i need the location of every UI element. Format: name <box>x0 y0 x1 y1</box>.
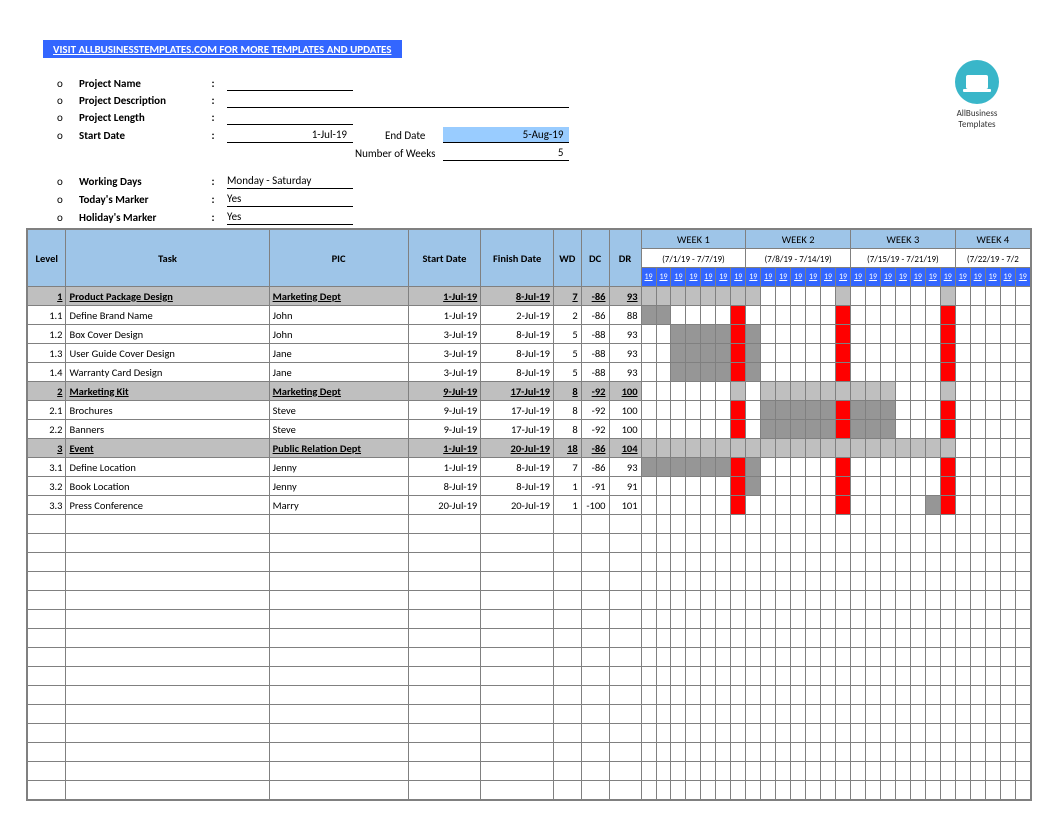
empty-row[interactable] <box>28 724 1031 743</box>
project-length-label: Project Length <box>79 110 205 125</box>
project-desc-input[interactable] <box>227 93 569 108</box>
day-header: 19 <box>836 268 851 287</box>
week-header-1: WEEK 1 <box>641 230 746 249</box>
day-header: 19 <box>731 268 746 287</box>
page: VISIT ALLBUSINESSTEMPLATES.COM FOR MORE … <box>0 0 1057 817</box>
num-weeks-value: 5 <box>443 145 569 161</box>
col-dr: DR <box>609 230 641 287</box>
gantt-grid[interactable]: LevelTaskPICStart DateFinish DateWDDCDRW… <box>26 228 1032 801</box>
day-header: 19 <box>865 268 880 287</box>
week-header-4: WEEK 4 <box>955 230 1030 249</box>
day-header: 19 <box>791 268 806 287</box>
empty-row[interactable] <box>28 553 1031 572</box>
empty-row[interactable] <box>28 610 1031 629</box>
col-level: Level <box>28 230 66 287</box>
week-header-2: WEEK 2 <box>746 230 851 249</box>
empty-row[interactable] <box>28 667 1031 686</box>
day-header: 19 <box>701 268 716 287</box>
project-name-label: Project Name <box>79 76 205 91</box>
week-range-3: (7/15/19 - 7/21/19) <box>851 249 956 268</box>
holiday-marker-label: Holiday's Marker <box>79 209 205 225</box>
start-date-input[interactable]: 1-Jul-19 <box>227 127 353 143</box>
col-dc: DC <box>581 230 609 287</box>
task-row[interactable]: 1.3User Guide Cover DesignJane3-Jul-198-… <box>28 344 1031 363</box>
day-header: 19 <box>955 268 970 287</box>
today-marker-label: Today's Marker <box>79 191 205 207</box>
empty-row[interactable] <box>28 686 1031 705</box>
logo-icon <box>955 60 999 104</box>
day-header: 19 <box>806 268 821 287</box>
day-header: 19 <box>880 268 895 287</box>
project-meta: o Project Name : o Project Description :… <box>55 74 615 227</box>
task-row[interactable]: 3.2Book LocationJenny8-Jul-198-Jul-191-9… <box>28 477 1031 496</box>
col-start: Start Date <box>408 230 481 287</box>
day-header: 19 <box>1015 268 1030 287</box>
working-days-input[interactable]: Monday - Saturday <box>227 173 353 189</box>
day-header: 19 <box>761 268 776 287</box>
task-row[interactable]: 2.1BrochuresSteve9-Jul-1917-Jul-198-9210… <box>28 401 1031 420</box>
day-header: 19 <box>940 268 955 287</box>
day-header: 19 <box>985 268 1000 287</box>
day-header: 19 <box>895 268 910 287</box>
day-header: 19 <box>746 268 761 287</box>
working-days-label: Working Days <box>79 173 205 189</box>
project-name-input[interactable] <box>227 76 353 91</box>
day-header: 19 <box>671 268 686 287</box>
week-range-4: (7/22/19 - 7/2 <box>955 249 1030 268</box>
top-link-bar: VISIT ALLBUSINESSTEMPLATES.COM FOR MORE … <box>43 40 402 58</box>
task-row[interactable]: 1.2Box Cover DesignJohn3-Jul-198-Jul-195… <box>28 325 1031 344</box>
empty-row[interactable] <box>28 648 1031 667</box>
day-header: 19 <box>1000 268 1015 287</box>
empty-row[interactable] <box>28 572 1031 591</box>
empty-row[interactable] <box>28 705 1031 724</box>
logo-text-2: Templates <box>942 119 1012 130</box>
start-date-label: Start Date <box>79 127 205 143</box>
week-header-3: WEEK 3 <box>851 230 956 249</box>
col-wd: WD <box>553 230 581 287</box>
task-row[interactable]: 1.1Define Brand NameJohn1-Jul-192-Jul-19… <box>28 306 1031 325</box>
group-row[interactable]: 1Product Package DesignMarketing Dept1-J… <box>28 287 1031 306</box>
col-task: Task <box>66 230 269 287</box>
num-weeks-label: Number of Weeks <box>355 145 441 161</box>
task-row[interactable]: 2.2BannersSteve9-Jul-1917-Jul-198-92100 <box>28 420 1031 439</box>
empty-row[interactable] <box>28 534 1031 553</box>
project-desc-label: Project Description <box>79 93 205 108</box>
col-pic: PIC <box>269 230 408 287</box>
empty-row[interactable] <box>28 781 1031 800</box>
project-length-input[interactable] <box>227 110 353 125</box>
day-header: 19 <box>641 268 656 287</box>
bullet: o <box>57 76 77 91</box>
col-finish: Finish Date <box>481 230 554 287</box>
day-header: 19 <box>970 268 985 287</box>
task-row[interactable]: 3.3Press ConferenceMarry20-Jul-1920-Jul-… <box>28 496 1031 515</box>
week-range-2: (7/8/19 - 7/14/19) <box>746 249 851 268</box>
end-date-value: 5-Aug-19 <box>443 127 569 143</box>
day-header: 19 <box>776 268 791 287</box>
task-row[interactable]: 1.4Warranty Card DesignJane3-Jul-198-Jul… <box>28 363 1031 382</box>
empty-row[interactable] <box>28 591 1031 610</box>
today-marker-input[interactable]: Yes <box>227 191 353 207</box>
empty-row[interactable] <box>28 762 1031 781</box>
day-header: 19 <box>925 268 940 287</box>
day-header: 19 <box>716 268 731 287</box>
empty-row[interactable] <box>28 743 1031 762</box>
logo-text-1: AllBusiness <box>942 108 1012 119</box>
day-header: 19 <box>851 268 866 287</box>
group-row[interactable]: 2Marketing KitMarketing Dept9-Jul-1917-J… <box>28 382 1031 401</box>
empty-row[interactable] <box>28 515 1031 534</box>
empty-row[interactable] <box>28 629 1031 648</box>
group-row[interactable]: 3EventPublic Relation Dept1-Jul-1920-Jul… <box>28 439 1031 458</box>
day-header: 19 <box>910 268 925 287</box>
day-header: 19 <box>821 268 836 287</box>
day-header: 19 <box>656 268 671 287</box>
end-date-label: End Date <box>355 127 441 143</box>
templates-link[interactable]: VISIT ALLBUSINESSTEMPLATES.COM FOR MORE … <box>53 43 392 56</box>
holiday-marker-input[interactable]: Yes <box>227 209 353 225</box>
task-row[interactable]: 3.1Define LocationJenny1-Jul-198-Jul-197… <box>28 458 1031 477</box>
week-range-1: (7/1/19 - 7/7/19) <box>641 249 746 268</box>
logo: AllBusiness Templates <box>942 60 1012 130</box>
day-header: 19 <box>686 268 701 287</box>
